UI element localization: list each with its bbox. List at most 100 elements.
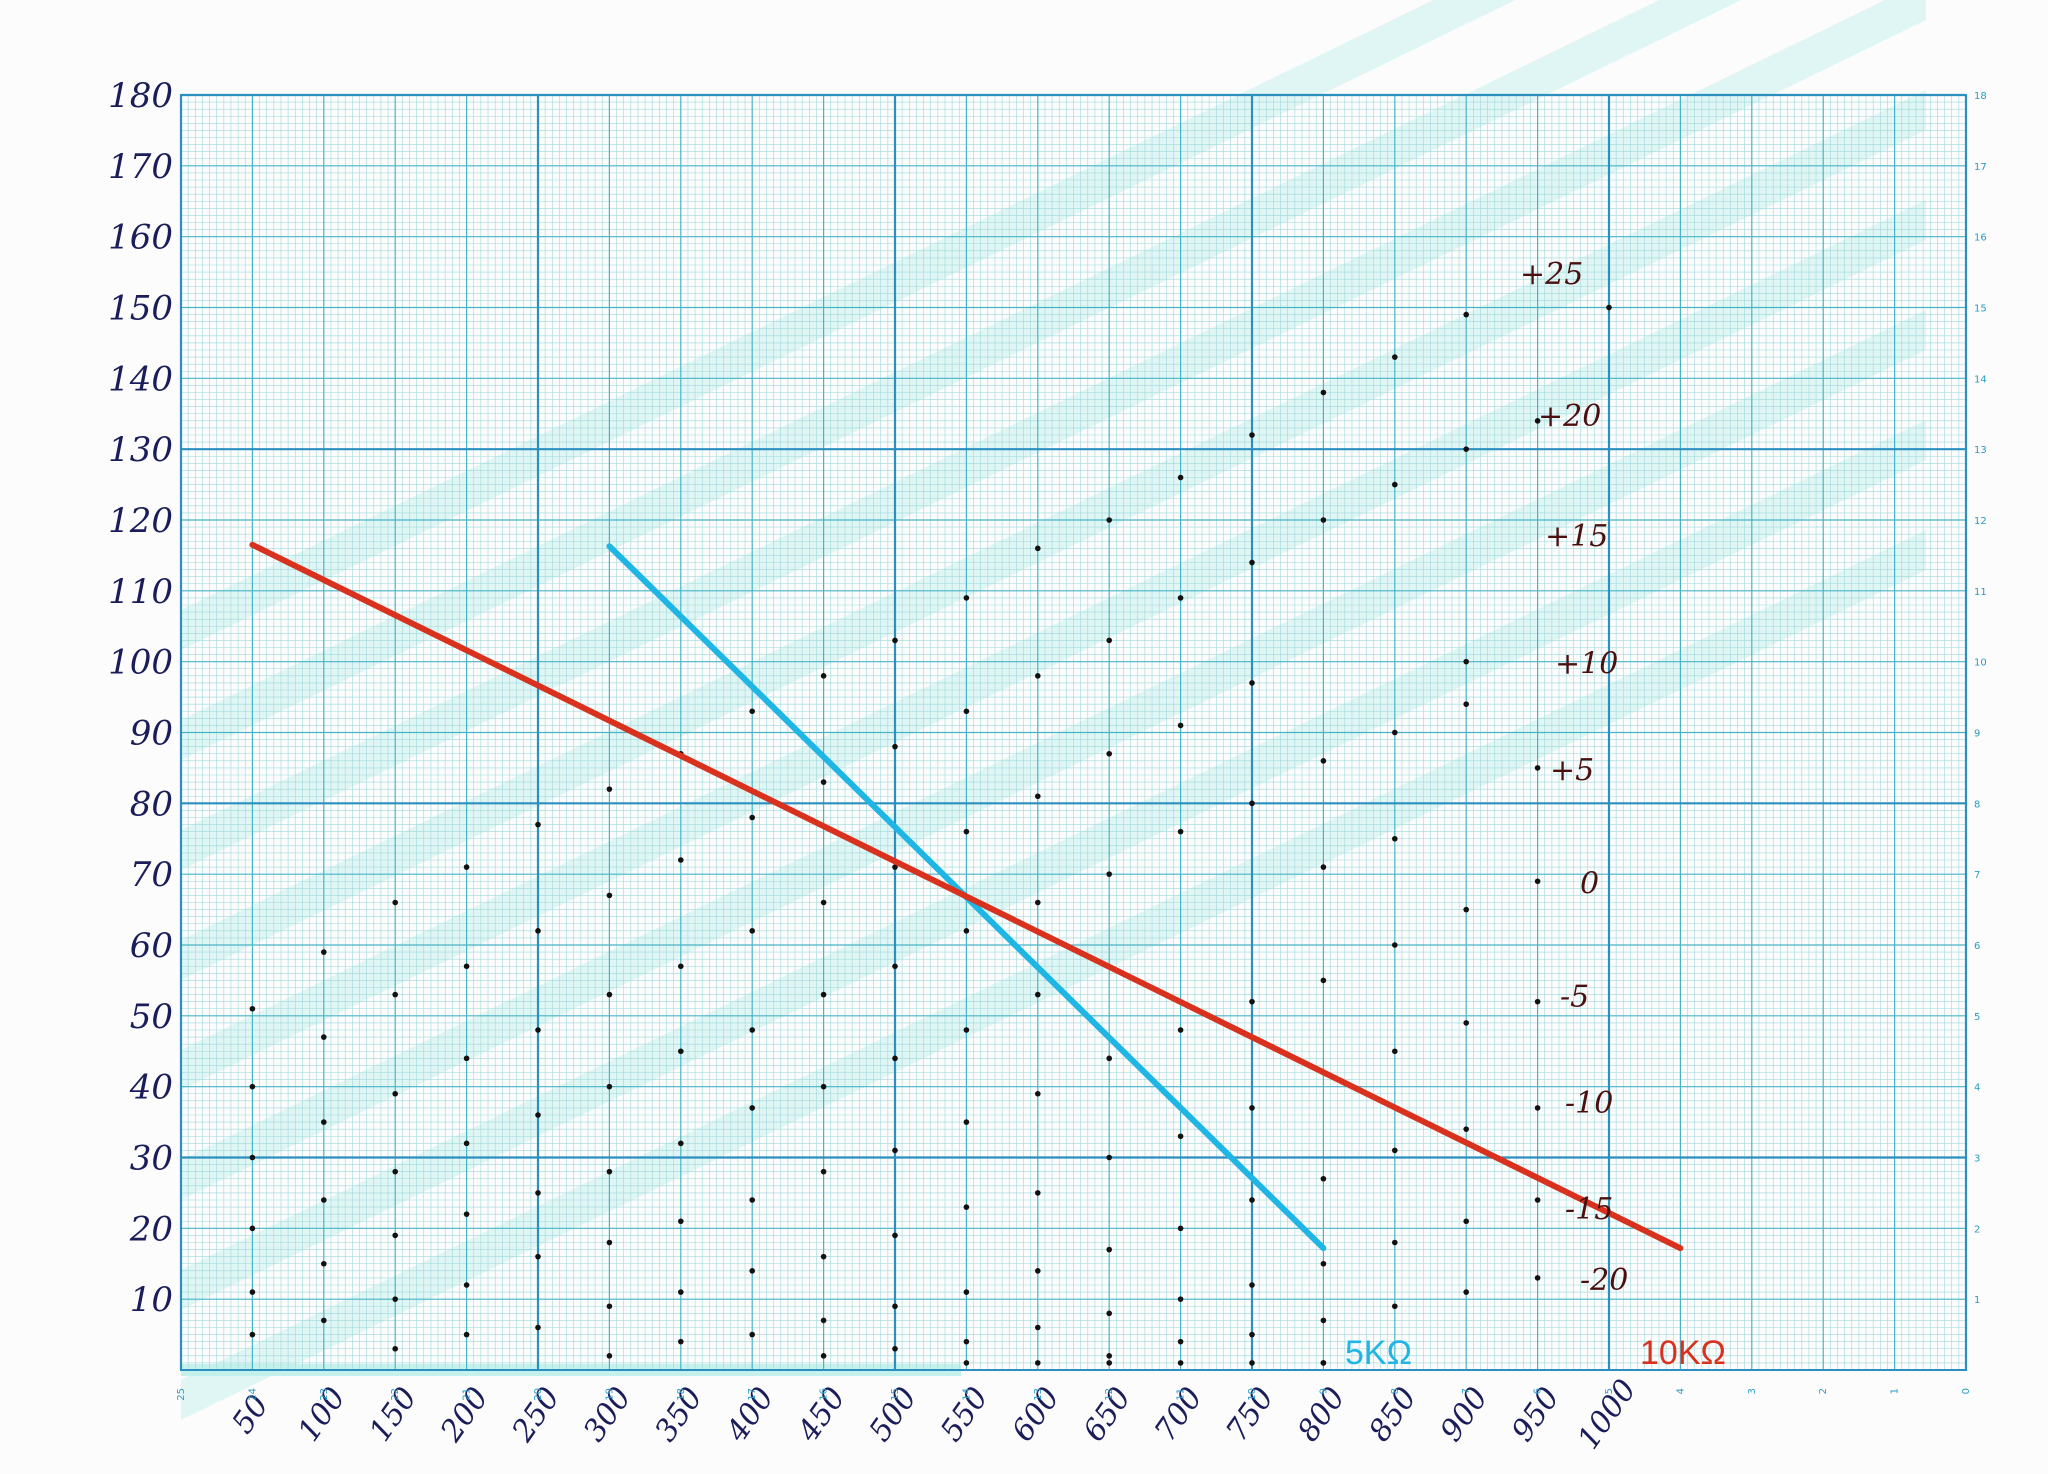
data-dot [1392, 729, 1398, 736]
data-dot [1249, 432, 1255, 438]
right-tick-label: 12 [1974, 516, 1987, 527]
data-dot [1534, 878, 1541, 885]
data-dot [1534, 1275, 1541, 1281]
data-dot [463, 1055, 470, 1062]
data-dot [606, 786, 613, 792]
bottom-tick-label: 8 [1390, 1388, 1401, 1394]
bottom-tick-label: 1 [1890, 1388, 1901, 1394]
data-dot [892, 1055, 898, 1062]
highlight-band [181, 310, 1926, 1200]
data-dot [1320, 1175, 1327, 1182]
data-dot [749, 814, 755, 821]
data-dot [249, 1331, 256, 1338]
offset-annotation: +25 [1520, 257, 1583, 292]
data-dot [963, 1360, 970, 1366]
data-dot [249, 1005, 256, 1012]
data-dot [1035, 899, 1041, 906]
data-dot [321, 1317, 327, 1324]
data-dot [321, 1260, 327, 1267]
x-axis-labels: 50 100 150 200 250 300 350 400 450 500 550 600 650 70… [225, 1373, 1643, 1456]
bottom-tick-label: 21 [462, 1388, 473, 1401]
data-dot [321, 1034, 327, 1040]
data-dot [392, 1090, 399, 1097]
data-dot [820, 1083, 827, 1090]
offset-annotations: +25 +20 +15 +10 +5 0 -5 -10 -15 -20 [1520, 257, 1628, 1298]
data-dot [749, 1268, 755, 1274]
data-dot [1320, 864, 1327, 870]
data-dot [321, 1197, 327, 1203]
data-dot [535, 928, 541, 934]
data-dot [463, 1211, 470, 1217]
data-dot [678, 963, 684, 970]
data-dot [463, 1331, 470, 1338]
bottom-tick-label: 19 [604, 1388, 615, 1401]
y-tick-label: 140 [108, 359, 173, 399]
right-tick-label: 10 [1974, 658, 1987, 669]
data-dot [1106, 750, 1112, 757]
data-dot [749, 708, 755, 715]
right-tick-label: 8 [1974, 799, 1980, 810]
data-dot [1106, 1246, 1112, 1253]
data-dot [1392, 1048, 1398, 1055]
data-dot [963, 1204, 970, 1210]
data-dot [1392, 835, 1398, 842]
data-dot [820, 899, 827, 906]
right-tick-label: 18 [1974, 91, 1987, 102]
bottom-axis-labels: 25 24 23 22 21 20 19 18 17 16 15 14 13 12 11 10 9 8 7 6 5 4 3 2… [176, 1388, 1972, 1401]
data-dot [392, 1296, 399, 1302]
data-dot [606, 991, 613, 998]
data-dot [392, 1232, 399, 1239]
data-dot [606, 1083, 613, 1090]
data-dot [1249, 1360, 1255, 1366]
offset-annotation: -15 [1565, 1192, 1613, 1227]
data-dot [1392, 942, 1398, 948]
right-tick-label: 6 [1974, 941, 1980, 952]
data-dot [820, 1168, 827, 1175]
bottom-tick-label: 3 [1747, 1388, 1758, 1394]
x-tick-label: 1000 [1571, 1373, 1643, 1456]
data-dot [892, 743, 898, 750]
data-dot [892, 1232, 898, 1239]
right-tick-label: 3 [1974, 1154, 1980, 1165]
data-dot [1249, 559, 1255, 566]
y-tick-label: 60 [130, 926, 173, 966]
data-dot [392, 991, 399, 998]
series-lines [249, 541, 1684, 1252]
offset-annotation: -20 [1580, 1263, 1628, 1298]
data-dot [535, 1027, 541, 1033]
data-dot [1320, 389, 1327, 396]
data-dot [321, 949, 327, 955]
data-dot [463, 963, 470, 970]
data-dot [1392, 354, 1398, 360]
data-dot [1392, 481, 1398, 488]
bottom-tick-label: 14 [961, 1388, 972, 1401]
bottom-tick-label: 4 [1675, 1388, 1686, 1394]
y-tick-label: 50 [130, 997, 173, 1037]
data-dot [678, 1338, 684, 1345]
data-dot [392, 1345, 399, 1352]
y-tick-label: 130 [108, 430, 173, 470]
data-dot [820, 1353, 827, 1359]
data-dot [1035, 1090, 1041, 1097]
offset-annotation: +15 [1545, 519, 1608, 554]
bottom-tick-label: 18 [676, 1388, 687, 1401]
data-dot [892, 864, 898, 870]
legend-10k-label: 10KΩ [1640, 1334, 1726, 1372]
data-dot [678, 1218, 684, 1225]
data-dot [1106, 1055, 1112, 1062]
right-tick-label: 15 [1974, 304, 1987, 315]
data-dot [1249, 800, 1255, 807]
data-dot [1463, 311, 1469, 318]
data-dot [1463, 906, 1469, 913]
data-dot [820, 1317, 827, 1324]
highlight-band [181, 420, 1926, 1310]
data-dot [820, 991, 827, 998]
data-dot [1177, 828, 1184, 835]
bottom-tick-label: 11 [1176, 1388, 1187, 1401]
data-dot [392, 1168, 399, 1175]
data-dot [892, 963, 898, 970]
bottom-tick-label: 2 [1818, 1388, 1829, 1394]
data-dot [678, 1140, 684, 1147]
data-dot [1463, 1020, 1469, 1026]
